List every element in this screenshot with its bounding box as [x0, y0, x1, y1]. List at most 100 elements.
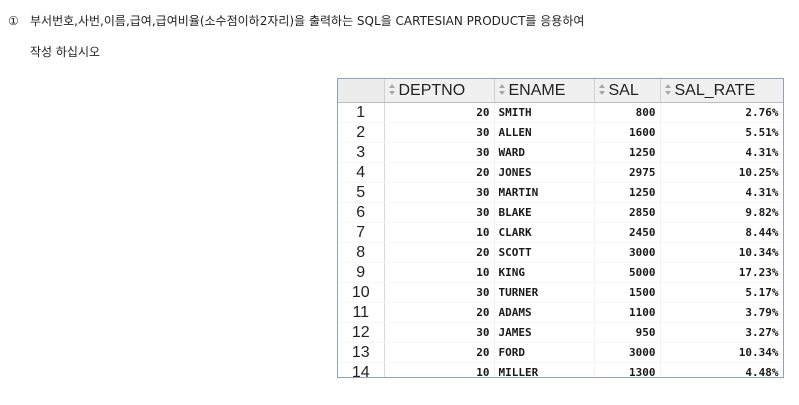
cell-sal[interactable]: 1100: [594, 302, 661, 323]
table-row[interactable]: 2 30 ALLEN 1600 5.51%: [338, 122, 783, 143]
sort-arrows-icon[interactable]: [664, 83, 672, 96]
cell-ename[interactable]: SMITH: [494, 102, 595, 123]
cell-sal[interactable]: 2975: [594, 162, 661, 183]
cell-ename[interactable]: JAMES: [494, 322, 595, 343]
table-row[interactable]: 12 30 JAMES 950 3.27%: [338, 322, 783, 343]
sort-arrows-icon[interactable]: [498, 83, 506, 96]
cell-deptno[interactable]: 30: [384, 202, 495, 223]
cell-deptno[interactable]: 10: [384, 362, 495, 377]
cell-sal-rate[interactable]: 3.27%: [660, 322, 783, 343]
table-row[interactable]: 7 10 CLARK 2450 8.44%: [338, 222, 783, 243]
cell-ename[interactable]: JONES: [494, 162, 595, 183]
cell-sal[interactable]: 2850: [594, 202, 661, 223]
table-row[interactable]: 10 30 TURNER 1500 5.17%: [338, 282, 783, 303]
cell-deptno[interactable]: 20: [384, 302, 495, 323]
cell-deptno[interactable]: 30: [384, 282, 495, 303]
query-result-grid: DEPTNO ENAME SAL SAL_RATE 1 20 SMITH 800 2.7…: [337, 78, 784, 378]
table-row[interactable]: 9 10 KING 5000 17.23%: [338, 262, 783, 283]
row-number[interactable]: 5: [338, 182, 385, 203]
cell-deptno[interactable]: 30: [384, 182, 495, 203]
row-number[interactable]: 10: [338, 282, 385, 303]
cell-sal-rate[interactable]: 9.82%: [660, 202, 783, 223]
cell-sal-rate[interactable]: 4.31%: [660, 142, 783, 163]
row-number[interactable]: 4: [338, 162, 385, 183]
row-number[interactable]: 8: [338, 242, 385, 263]
cell-ename[interactable]: SCOTT: [494, 242, 595, 263]
cell-ename[interactable]: WARD: [494, 142, 595, 163]
table-row[interactable]: 13 20 FORD 3000 10.34%: [338, 342, 783, 363]
cell-deptno[interactable]: 30: [384, 322, 495, 343]
row-number[interactable]: 6: [338, 202, 385, 223]
cell-sal-rate[interactable]: 10.34%: [660, 242, 783, 263]
cell-ename[interactable]: MARTIN: [494, 182, 595, 203]
cell-sal-rate[interactable]: 17.23%: [660, 262, 783, 283]
cell-sal[interactable]: 3000: [594, 242, 661, 263]
row-number[interactable]: 7: [338, 222, 385, 243]
cell-sal-rate[interactable]: 5.17%: [660, 282, 783, 303]
row-number[interactable]: 3: [338, 142, 385, 163]
row-header-corner[interactable]: [338, 79, 385, 103]
cell-sal[interactable]: 1250: [594, 182, 661, 203]
cell-ename[interactable]: TURNER: [494, 282, 595, 303]
cell-sal-rate[interactable]: 4.31%: [660, 182, 783, 203]
cell-sal[interactable]: 800: [594, 102, 661, 123]
cell-deptno[interactable]: 20: [384, 102, 495, 123]
table-row[interactable]: 6 30 BLAKE 2850 9.82%: [338, 202, 783, 223]
cell-sal[interactable]: 1250: [594, 142, 661, 163]
cell-sal-rate[interactable]: 8.44%: [660, 222, 783, 243]
row-number[interactable]: 14: [338, 362, 385, 377]
table-row[interactable]: 3 30 WARD 1250 4.31%: [338, 142, 783, 163]
row-number[interactable]: 1: [338, 102, 385, 123]
cell-sal-rate[interactable]: 2.76%: [660, 102, 783, 123]
row-number[interactable]: 9: [338, 262, 385, 283]
cell-sal[interactable]: 1600: [594, 122, 661, 143]
cell-sal-rate[interactable]: 5.51%: [660, 122, 783, 143]
cell-deptno[interactable]: 20: [384, 162, 495, 183]
column-header-sal[interactable]: SAL: [594, 79, 661, 103]
row-number[interactable]: 13: [338, 342, 385, 363]
cell-sal[interactable]: 5000: [594, 262, 661, 283]
column-header-label: SAL: [608, 81, 639, 99]
column-header-label: SAL_RATE: [674, 81, 756, 99]
cell-sal[interactable]: 1300: [594, 362, 661, 377]
cell-ename[interactable]: BLAKE: [494, 202, 595, 223]
column-header-deptno[interactable]: DEPTNO: [384, 79, 495, 103]
cell-sal[interactable]: 1500: [594, 282, 661, 303]
cell-sal-rate[interactable]: 4.48%: [660, 362, 783, 377]
table-row[interactable]: 14 10 MILLER 1300 4.48%: [338, 362, 783, 377]
cell-deptno[interactable]: 20: [384, 242, 495, 263]
cell-deptno[interactable]: 10: [384, 262, 495, 283]
cell-ename[interactable]: MILLER: [494, 362, 595, 377]
table-row[interactable]: 4 20 JONES 2975 10.25%: [338, 162, 783, 183]
cell-deptno[interactable]: 30: [384, 122, 495, 143]
column-header-ename[interactable]: ENAME: [494, 79, 595, 103]
cell-sal-rate[interactable]: 10.34%: [660, 342, 783, 363]
row-number[interactable]: 2: [338, 122, 385, 143]
row-number[interactable]: 11: [338, 302, 385, 323]
column-header-sal-rate[interactable]: SAL_RATE: [660, 79, 783, 103]
cell-sal[interactable]: 950: [594, 322, 661, 343]
question-text: ① 부서번호,사번,이름,급여,급여비율(소수점이하2자리)을 출력하는 SQL을…: [8, 14, 584, 28]
cell-deptno[interactable]: 10: [384, 222, 495, 243]
cell-sal-rate[interactable]: 3.79%: [660, 302, 783, 323]
table-row[interactable]: 5 30 MARTIN 1250 4.31%: [338, 182, 783, 203]
cell-deptno[interactable]: 30: [384, 142, 495, 163]
question-line-2: 작성 하십시오: [30, 45, 101, 59]
row-number[interactable]: 12: [338, 322, 385, 343]
cell-sal[interactable]: 3000: [594, 342, 661, 363]
cell-sal[interactable]: 2450: [594, 222, 661, 243]
header-row: DEPTNO ENAME SAL SAL_RATE: [338, 79, 783, 103]
cell-ename[interactable]: ADAMS: [494, 302, 595, 323]
cell-ename[interactable]: ALLEN: [494, 122, 595, 143]
sort-arrows-icon[interactable]: [598, 83, 606, 96]
table-row[interactable]: 8 20 SCOTT 3000 10.34%: [338, 242, 783, 263]
table-row[interactable]: 11 20 ADAMS 1100 3.79%: [338, 302, 783, 323]
cell-ename[interactable]: FORD: [494, 342, 595, 363]
sort-arrows-icon[interactable]: [388, 83, 396, 96]
cell-ename[interactable]: KING: [494, 262, 595, 283]
table-row[interactable]: 1 20 SMITH 800 2.76%: [338, 102, 783, 123]
cell-ename[interactable]: CLARK: [494, 222, 595, 243]
cell-deptno[interactable]: 20: [384, 342, 495, 363]
result-rows: 1 20 SMITH 800 2.76% 2 30 ALLEN 1600 5.51% 3 30 WARD…: [338, 102, 783, 377]
cell-sal-rate[interactable]: 10.25%: [660, 162, 783, 183]
